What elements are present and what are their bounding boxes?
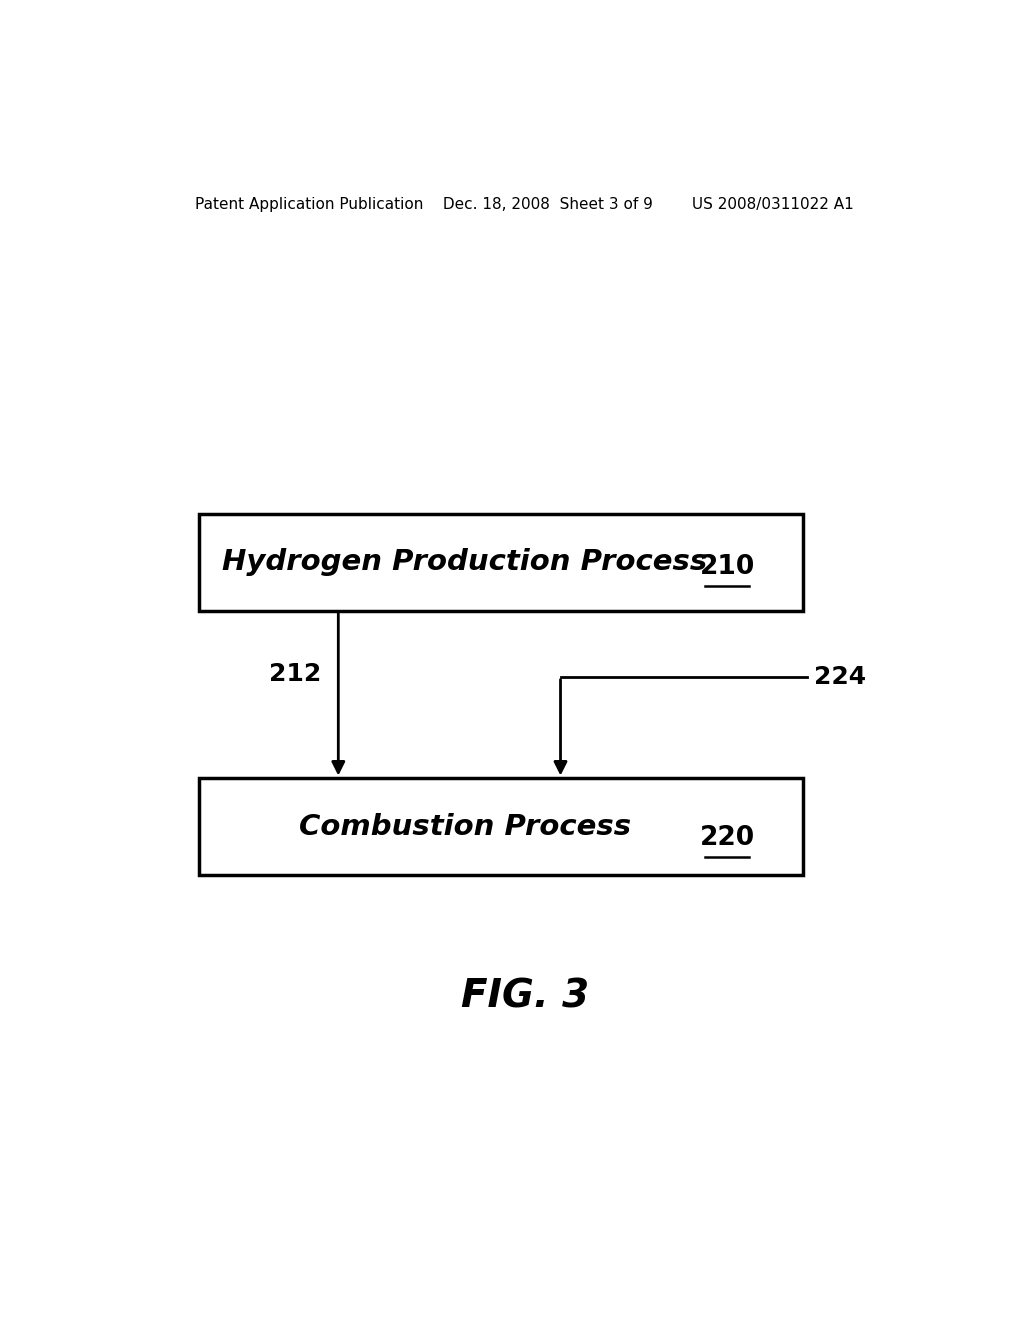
Text: 224: 224	[814, 665, 866, 689]
Text: 212: 212	[268, 663, 321, 686]
Text: FIG. 3: FIG. 3	[461, 978, 589, 1016]
Text: Patent Application Publication    Dec. 18, 2008  Sheet 3 of 9        US 2008/031: Patent Application Publication Dec. 18, …	[196, 197, 854, 211]
FancyBboxPatch shape	[200, 779, 803, 875]
Text: Hydrogen Production Process: Hydrogen Production Process	[222, 548, 708, 577]
Text: 210: 210	[699, 554, 755, 581]
Text: Combustion Process: Combustion Process	[299, 813, 631, 841]
FancyBboxPatch shape	[200, 515, 803, 611]
Text: 220: 220	[699, 825, 755, 851]
